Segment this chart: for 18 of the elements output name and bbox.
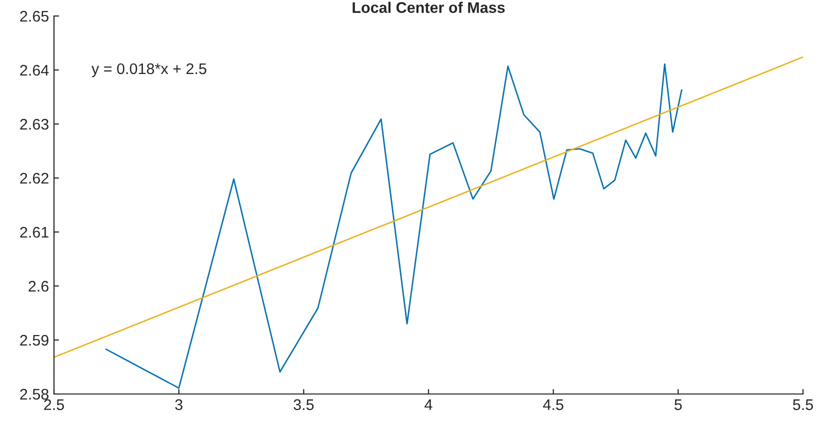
x-tick-label: 4.5	[543, 399, 564, 410]
y-tick-label: 2.6	[28, 280, 48, 292]
line-series	[105, 63, 682, 389]
y-tick-label: 2.61	[20, 226, 48, 238]
y-tick-label: 2.65	[20, 10, 48, 22]
y-tick-label: 2.59	[20, 334, 48, 346]
y-tick-label: 2.62	[20, 172, 48, 184]
x-tick-label: 2.5	[44, 399, 64, 410]
x-tick-label: 3.5	[294, 399, 314, 410]
y-tick-label: 2.58	[20, 388, 48, 400]
x-tick-label: 5.5	[792, 399, 813, 410]
x-tick-label: 3	[175, 399, 182, 410]
x-tick-label: 5	[674, 399, 682, 410]
x-tick-label: 4	[424, 399, 432, 410]
y-tick-label: 2.63	[20, 118, 48, 130]
annotation: y = 0.018*x + 2.5	[91, 63, 206, 78]
y-tick-label: 2.64	[20, 64, 49, 76]
chart-title: Local Center of Mass	[352, 2, 505, 13]
